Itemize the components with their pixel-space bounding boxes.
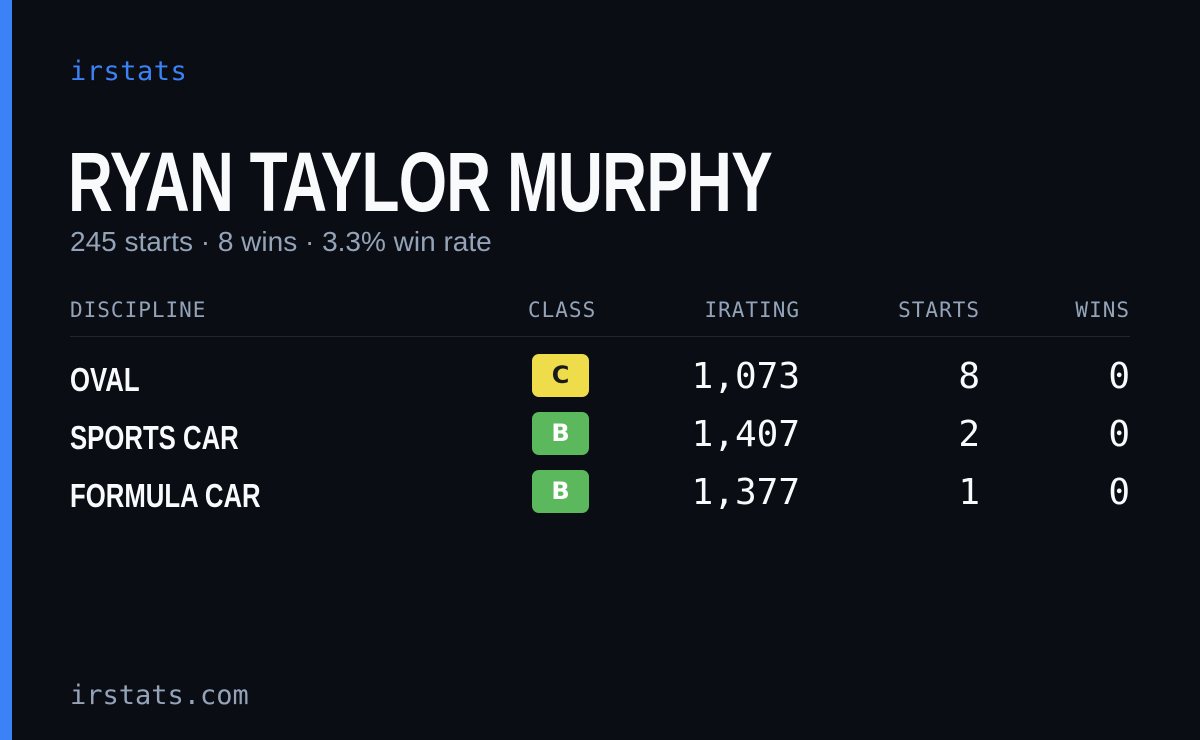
table-row: OVAL C 1,073 8 0 [70,354,1130,402]
brand-logo: irstats [70,56,188,87]
discipline-name: OVAL [70,361,140,398]
wins-value: 0 [1108,356,1130,397]
header-discipline: DISCIPLINE [70,298,207,322]
header-wins: WINS [1075,298,1130,322]
irating-value: 1,407 [691,414,800,455]
table-row: FORMULA CAR B 1,377 1 0 [70,470,1130,518]
wins-value: 0 [1108,414,1130,455]
discipline-name: SPORTS CAR [70,419,239,456]
table-row: SPORTS CAR B 1,407 2 0 [70,412,1130,460]
starts-value: 8 [958,356,980,397]
header-irating: IRATING [704,298,800,322]
class-badge: C [532,354,589,397]
starts-value: 1 [958,472,980,513]
class-badge: B [532,470,589,513]
driver-name: RYAN TAYLOR MURPHY [68,135,773,229]
irating-value: 1,377 [691,472,800,513]
driver-summary: 245 starts · 8 wins · 3.3% win rate [70,226,492,257]
header-divider [70,336,1130,337]
irating-value: 1,073 [691,356,800,397]
header-starts: STARTS [898,298,980,322]
wins-value: 0 [1108,472,1130,513]
class-badge: B [532,412,589,455]
discipline-name: FORMULA CAR [70,477,261,514]
header-class: CLASS [528,298,597,322]
footer-url: irstats.com [70,680,249,711]
starts-value: 2 [958,414,980,455]
accent-bar [0,0,12,740]
